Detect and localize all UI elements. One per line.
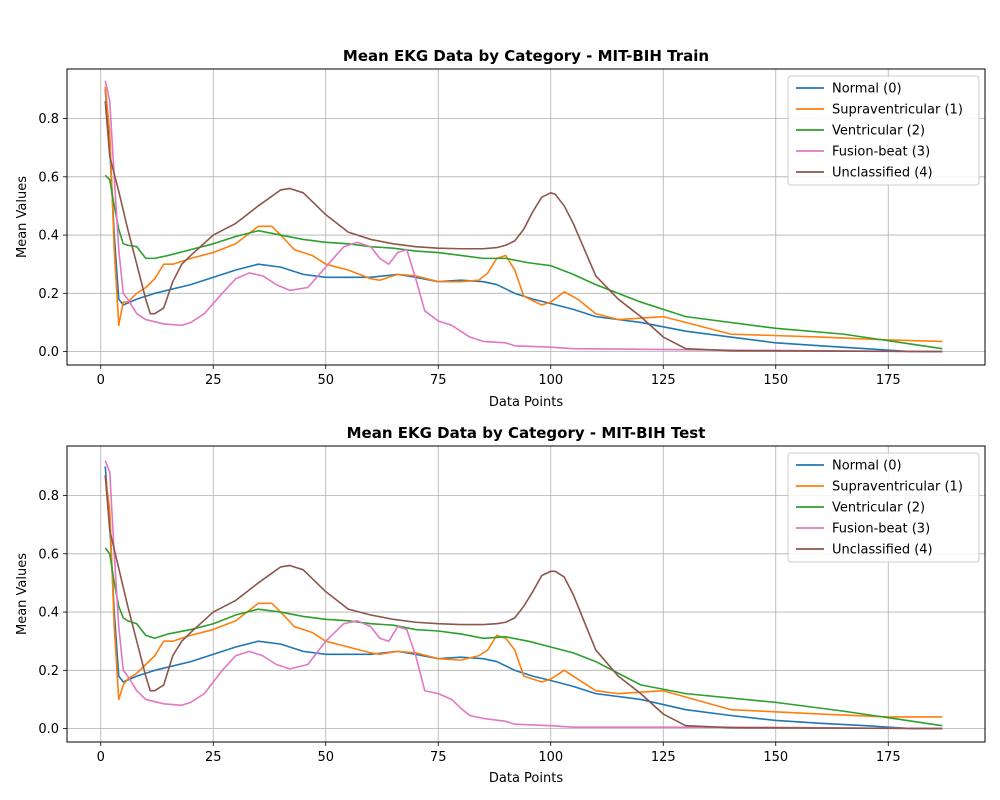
x-axis-label: Data Points bbox=[489, 771, 563, 786]
x-tick-label: 150 bbox=[763, 750, 788, 765]
legend-label: Supraventricular (1) bbox=[832, 480, 963, 495]
y-tick-label: 0.6 bbox=[38, 547, 59, 562]
x-tick-label: 175 bbox=[876, 373, 901, 388]
y-tick-label: 0.2 bbox=[38, 287, 59, 302]
y-axis-label: Mean Values bbox=[15, 553, 30, 635]
legend-label: Unclassified (4) bbox=[832, 543, 933, 558]
chart-panel-test: Mean EKG Data by Category - MIT-BIH Test… bbox=[15, 424, 986, 786]
series-line-4 bbox=[104, 475, 943, 730]
series-line-4 bbox=[104, 100, 943, 353]
x-axis-label: Data Points bbox=[489, 395, 563, 410]
y-tick-label: 0.2 bbox=[38, 664, 59, 679]
legend-label: Normal (0) bbox=[832, 459, 902, 474]
chart-panel-train: Mean EKG Data by Category - MIT-BIH Trai… bbox=[15, 47, 986, 410]
x-tick-label: 100 bbox=[538, 373, 563, 388]
legend: Normal (0) Supraventricular (1) Ventricula… bbox=[787, 452, 980, 563]
chart-title: Mean EKG Data by Category - MIT-BIH Test bbox=[347, 424, 706, 442]
series-line-1 bbox=[104, 86, 943, 343]
y-tick-label: 0.0 bbox=[38, 722, 59, 737]
series-lines bbox=[104, 460, 943, 730]
legend-label: Unclassified (4) bbox=[832, 166, 933, 181]
y-tick-label: 0.8 bbox=[38, 112, 59, 127]
x-tick-label: 25 bbox=[205, 750, 222, 765]
x-tick-label: 50 bbox=[317, 373, 334, 388]
x-tick-label: 150 bbox=[763, 373, 788, 388]
plot-frame bbox=[66, 445, 986, 743]
x-tick-label: 125 bbox=[651, 373, 676, 388]
legend-box bbox=[787, 452, 980, 563]
x-tick-label: 125 bbox=[651, 750, 676, 765]
legend: Normal (0) Supraventricular (1) Ventricula… bbox=[787, 75, 980, 186]
x-tick-label: 0 bbox=[97, 373, 105, 388]
x-tick-label: 175 bbox=[876, 750, 901, 765]
x-tick-label: 75 bbox=[430, 750, 447, 765]
legend-label: Ventricular (2) bbox=[832, 501, 925, 516]
y-tick-label: 0.0 bbox=[38, 345, 59, 360]
x-tick-label: 75 bbox=[430, 373, 447, 388]
x-axis-ticks: 0 25 50 75 100 125 150 175 bbox=[97, 742, 901, 765]
series-line-3 bbox=[104, 80, 943, 353]
legend-label: Normal (0) bbox=[832, 82, 902, 97]
x-tick-label: 0 bbox=[97, 750, 105, 765]
legend-label: Supraventricular (1) bbox=[832, 103, 963, 118]
series-lines bbox=[104, 80, 943, 353]
y-tick-label: 0.8 bbox=[38, 489, 59, 504]
y-tick-label: 0.6 bbox=[38, 170, 59, 185]
x-tick-label: 100 bbox=[538, 750, 563, 765]
x-tick-label: 50 bbox=[317, 750, 334, 765]
y-tick-label: 0.4 bbox=[38, 229, 59, 244]
x-axis-ticks: 0 25 50 75 100 125 150 175 bbox=[97, 365, 901, 388]
plot-frame bbox=[66, 68, 986, 366]
x-tick-label: 25 bbox=[205, 373, 222, 388]
series-line-1 bbox=[104, 475, 943, 718]
series-line-3 bbox=[104, 460, 943, 730]
chart-title: Mean EKG Data by Category - MIT-BIH Trai… bbox=[343, 47, 709, 65]
y-tick-label: 0.4 bbox=[38, 606, 59, 621]
legend-box bbox=[787, 75, 980, 186]
legend-label: Fusion-beat (3) bbox=[832, 522, 930, 537]
y-axis-label: Mean Values bbox=[15, 176, 30, 258]
y-axis-ticks: 0.0 0.2 0.4 0.6 0.8 bbox=[38, 489, 67, 737]
legend-label: Fusion-beat (3) bbox=[832, 145, 930, 160]
y-axis-ticks: 0.0 0.2 0.4 0.6 0.8 bbox=[38, 112, 67, 360]
legend-label: Ventricular (2) bbox=[832, 124, 925, 139]
